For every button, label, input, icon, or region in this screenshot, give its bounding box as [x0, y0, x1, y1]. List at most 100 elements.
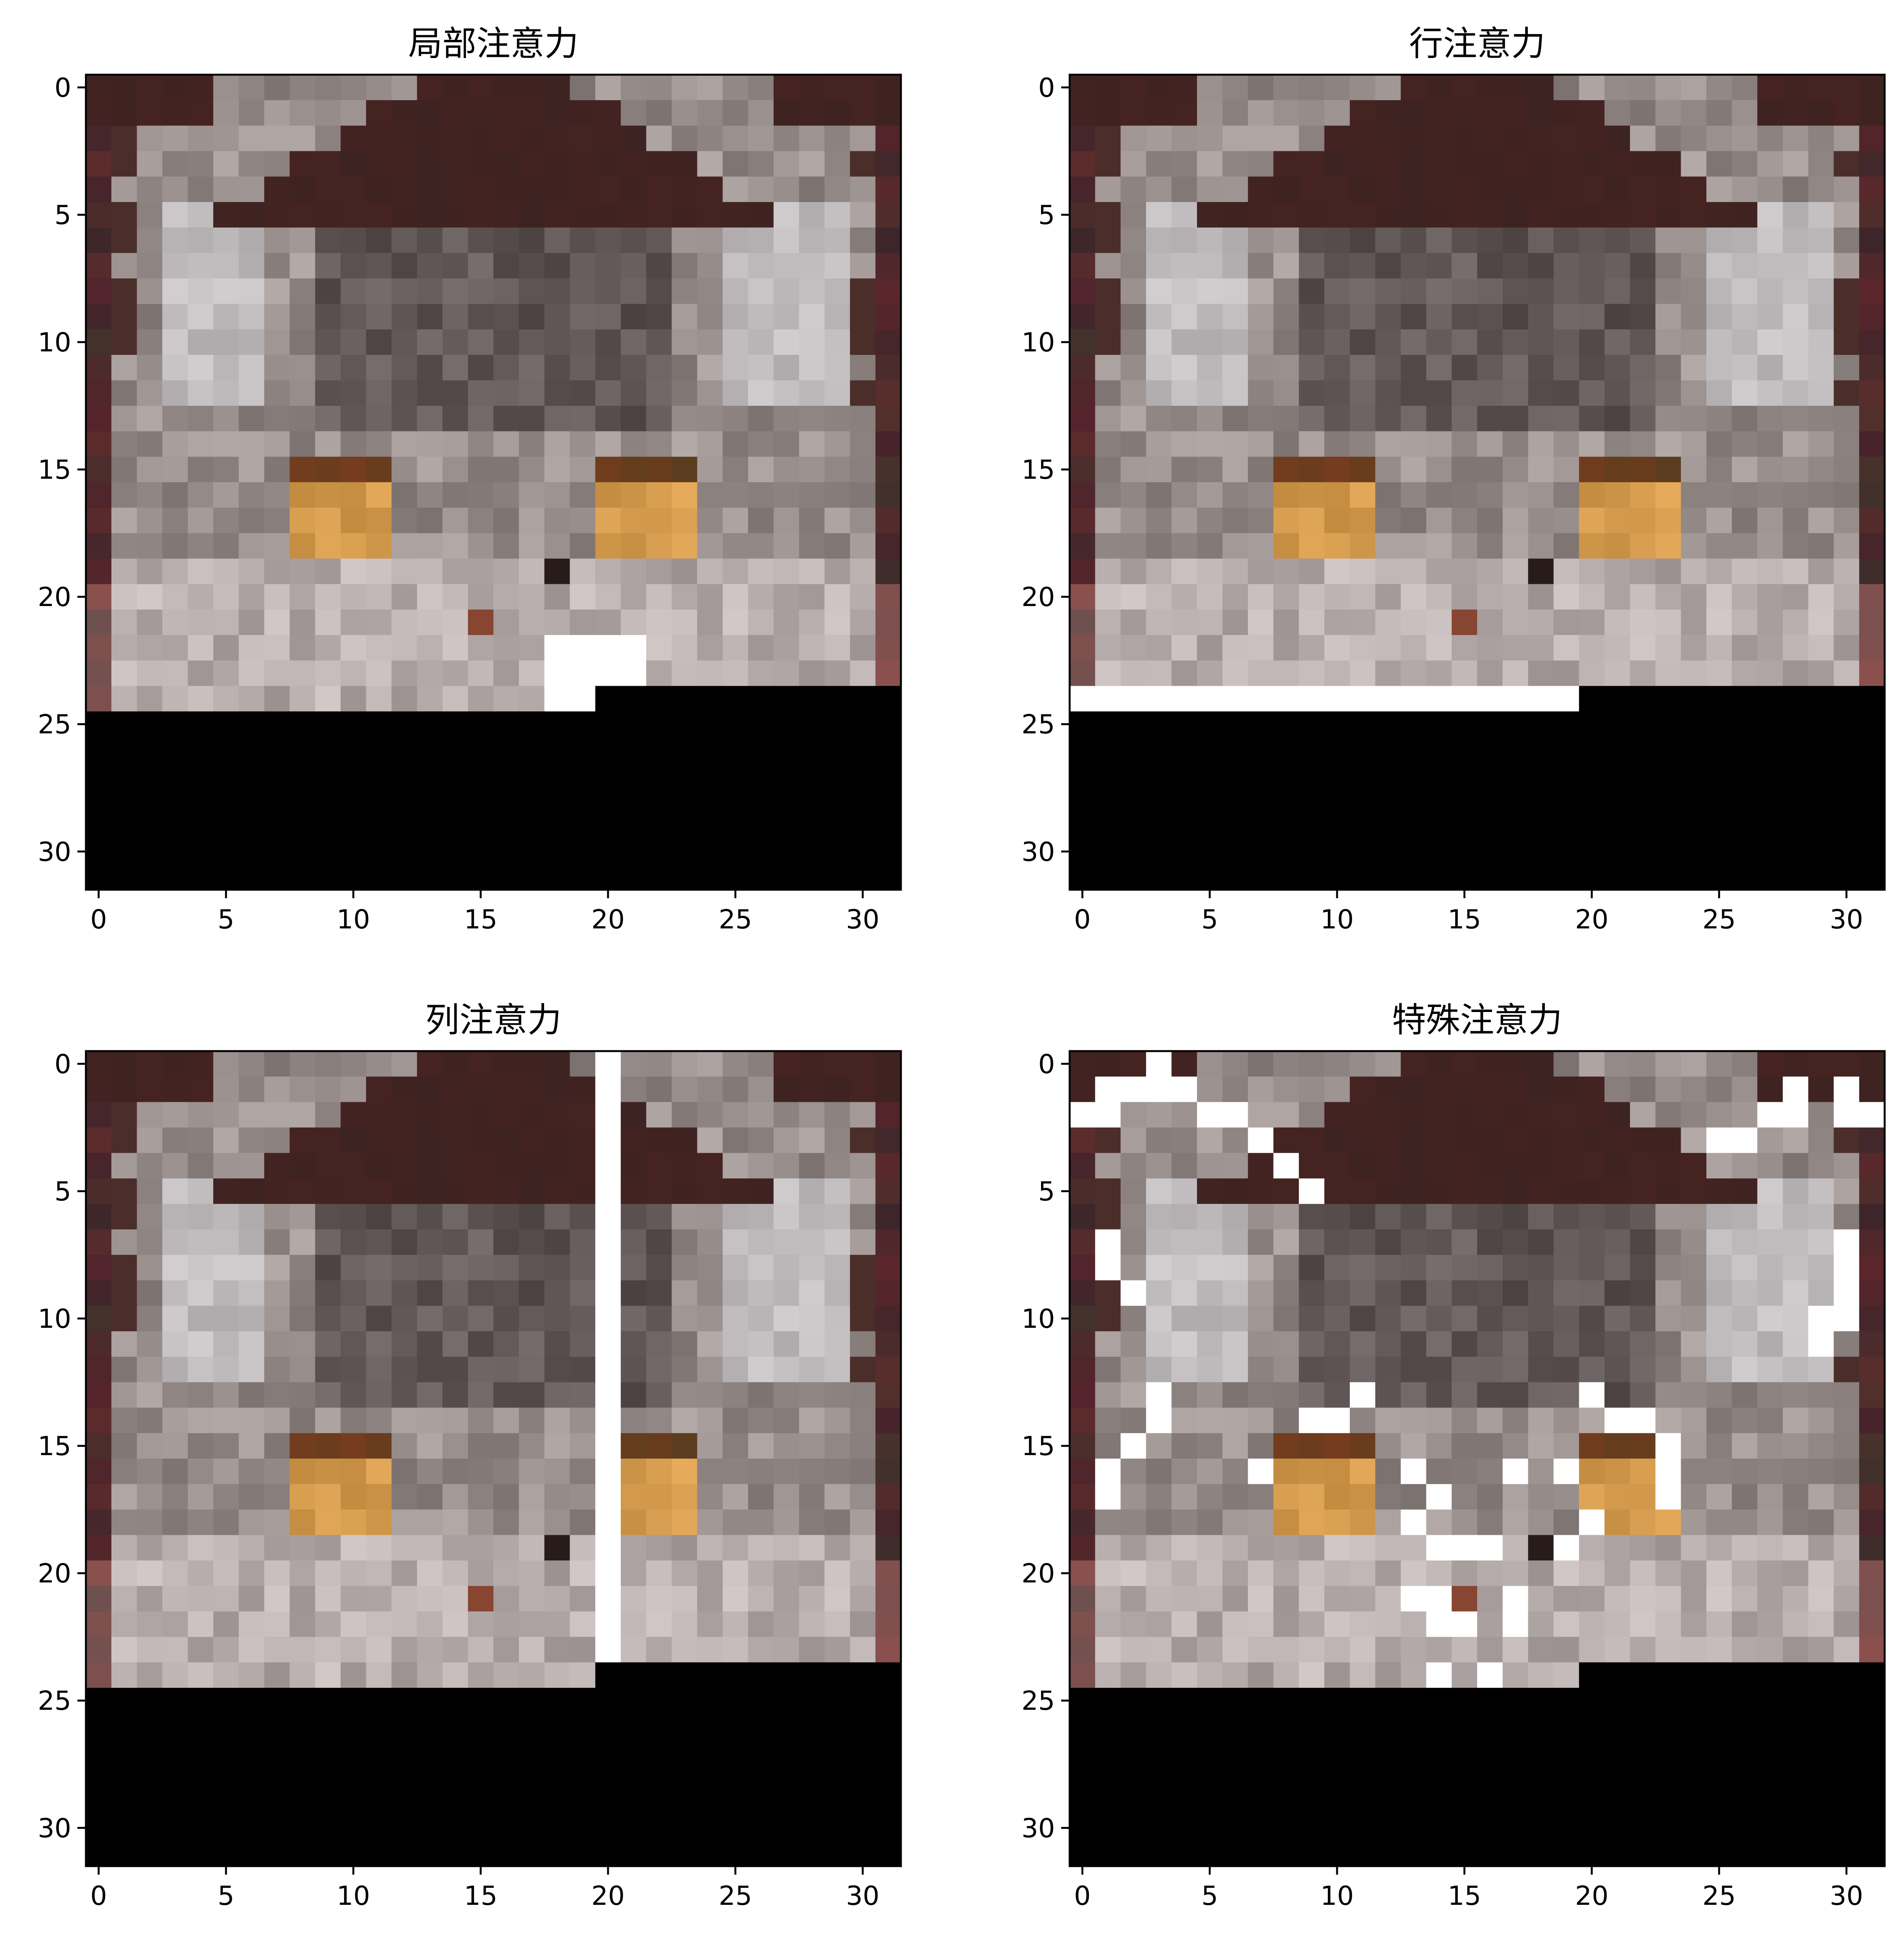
heatmap-cell	[1553, 1815, 1579, 1841]
heatmap-cell	[391, 1713, 418, 1739]
heatmap-cell	[1299, 839, 1325, 865]
heatmap-cell	[1579, 1408, 1605, 1433]
heatmap-cell	[1248, 686, 1274, 712]
heatmap-cell	[1426, 125, 1452, 152]
heatmap-cell	[595, 839, 621, 865]
heatmap-cell	[238, 1841, 265, 1867]
heatmap-cell	[1299, 176, 1325, 202]
heatmap-cell	[468, 1764, 494, 1790]
heatmap-cell	[1375, 1611, 1401, 1637]
heatmap-cell	[1349, 151, 1376, 177]
heatmap-cell	[1782, 1841, 1809, 1867]
heatmap-cell	[723, 406, 748, 432]
heatmap-cell	[671, 1611, 698, 1637]
heatmap-cell	[1604, 813, 1630, 839]
heatmap-cell	[773, 839, 800, 865]
heatmap-cell	[875, 610, 901, 635]
heatmap-cell	[1197, 1255, 1223, 1281]
heatmap-cell	[748, 711, 774, 737]
heatmap-cell	[1782, 1535, 1809, 1561]
heatmap-cell	[1146, 278, 1172, 304]
heatmap-cell	[137, 1611, 163, 1637]
heatmap-cell	[137, 610, 163, 635]
heatmap-cell	[213, 482, 239, 508]
heatmap-cell	[1146, 737, 1172, 763]
heatmap-cell	[1222, 1127, 1248, 1153]
heatmap-cell	[391, 151, 418, 177]
heatmap-cell	[137, 1459, 163, 1485]
heatmap-cell	[1782, 1331, 1809, 1357]
heatmap-cell	[1834, 75, 1859, 101]
heatmap-cell	[1426, 1051, 1452, 1077]
heatmap-cell	[723, 1153, 748, 1179]
heatmap-cell	[1579, 1433, 1605, 1459]
heatmap-cell	[417, 1076, 443, 1103]
heatmap-cell	[1834, 1255, 1859, 1281]
heatmap-cell	[137, 75, 163, 101]
heatmap-cell	[162, 1408, 188, 1433]
heatmap-cell	[1095, 1789, 1121, 1815]
heatmap-cell	[1273, 610, 1299, 635]
heatmap-cell	[850, 762, 876, 788]
heatmap-cell	[1349, 1484, 1376, 1510]
heatmap-cell	[417, 507, 443, 534]
axes-frame	[1068, 1050, 1886, 1867]
heatmap-cell	[1070, 813, 1096, 839]
heatmap-cell	[1120, 482, 1147, 508]
heatmap-cell	[86, 1382, 112, 1408]
heatmap-cell	[1553, 329, 1579, 355]
heatmap-cell	[1834, 1076, 1859, 1103]
heatmap-cell	[723, 1789, 748, 1815]
heatmap-cell	[1604, 125, 1630, 152]
heatmap-cell	[519, 380, 545, 406]
heatmap-cell	[1070, 1484, 1096, 1510]
heatmap-cell	[1095, 584, 1121, 610]
heatmap-cell	[850, 176, 876, 202]
heatmap-cell	[238, 1127, 265, 1153]
heatmap-cell	[1070, 151, 1096, 177]
heatmap-cell	[671, 1662, 698, 1688]
heatmap-cell	[366, 660, 392, 687]
heatmap-cell	[238, 202, 265, 228]
heatmap-cell	[417, 610, 443, 635]
heatmap-cell	[570, 1433, 596, 1459]
heatmap-cell	[1197, 1713, 1223, 1739]
heatmap-cell	[1452, 686, 1478, 712]
heatmap-cell	[1349, 533, 1376, 559]
heatmap-cell	[697, 253, 723, 279]
heatmap-cell	[162, 1051, 188, 1077]
heatmap-cell	[1095, 839, 1121, 865]
heatmap-cell	[595, 1178, 621, 1204]
heatmap-cell	[1604, 431, 1630, 457]
heatmap-cell	[1706, 431, 1732, 457]
heatmap-cell	[1222, 762, 1248, 788]
heatmap-cell	[111, 660, 137, 687]
heatmap-cell	[1502, 660, 1529, 687]
heatmap-cell	[1324, 1738, 1350, 1765]
heatmap-cell	[162, 864, 188, 890]
heatmap-cell	[1375, 100, 1401, 126]
heatmap-cell	[1222, 1229, 1248, 1255]
heatmap-cell	[417, 1688, 443, 1714]
heatmap-cell	[1502, 533, 1529, 559]
heatmap-cell	[238, 711, 265, 737]
heatmap-cell	[315, 354, 341, 381]
heatmap-cell	[544, 864, 570, 890]
heatmap-cell	[850, 1815, 876, 1841]
y-tick-label: 0	[55, 1049, 71, 1080]
heatmap-cell	[799, 1382, 825, 1408]
heatmap-cell	[86, 1229, 112, 1255]
heatmap-cell	[1349, 1356, 1376, 1383]
heatmap-cell	[137, 227, 163, 253]
heatmap-cell	[1502, 1509, 1529, 1536]
heatmap-cell	[137, 253, 163, 279]
heatmap-cell	[1120, 1713, 1147, 1739]
heatmap-cell	[850, 686, 876, 712]
heatmap-cell	[238, 864, 265, 890]
heatmap-cell	[162, 1509, 188, 1536]
heatmap-cell	[162, 125, 188, 152]
heatmap-cell	[264, 610, 290, 635]
heatmap-cell	[1349, 1306, 1376, 1332]
heatmap-cell	[1222, 1662, 1248, 1688]
